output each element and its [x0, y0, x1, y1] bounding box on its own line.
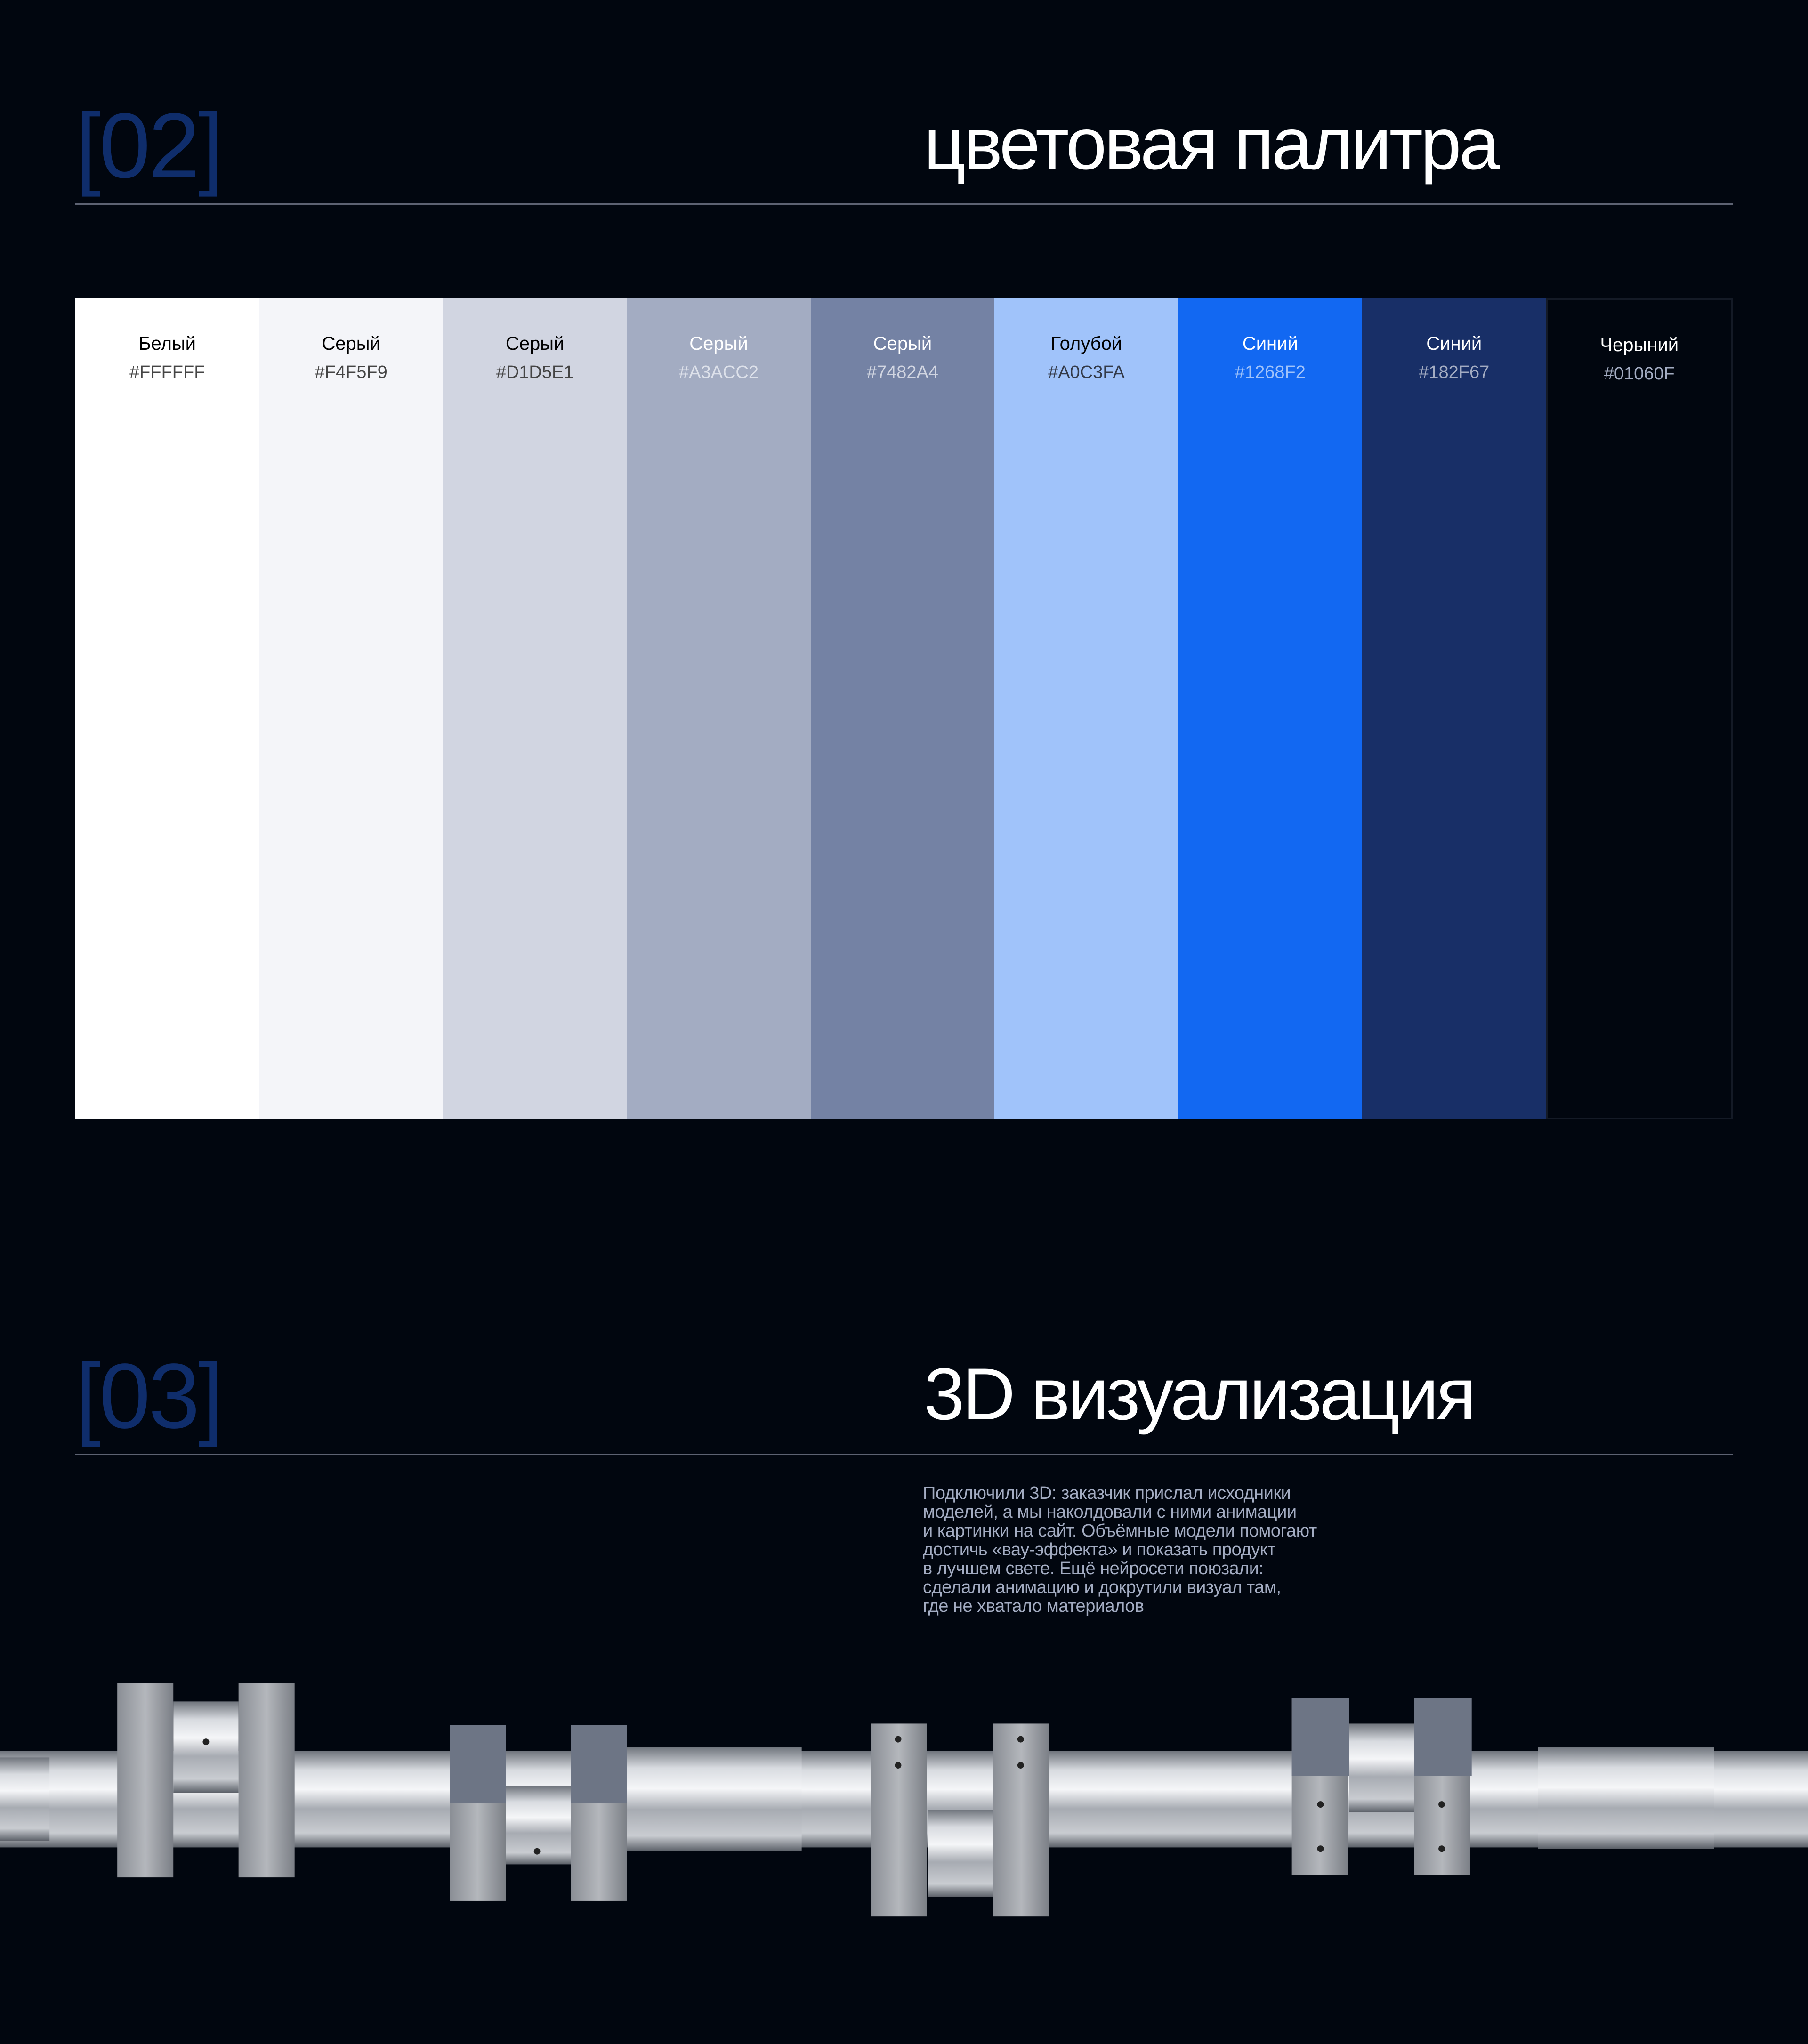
crankshaft-render [0, 1683, 1808, 1917]
crank-web [871, 1723, 927, 1917]
description-line: достичь «вау-эффекта» и показать продукт [923, 1540, 1276, 1560]
swatch-name: Черыний [1600, 335, 1679, 355]
color-swatch: Серый #7482A4 [810, 298, 995, 1119]
swatch-hex: #D1D5E1 [496, 362, 574, 382]
color-swatch: Черыний #01060F [1546, 298, 1733, 1119]
description-line: где не хватало материалов [923, 1596, 1144, 1616]
crank-web-face [1414, 1698, 1472, 1776]
swatch-hex: #FFFFFF [129, 362, 205, 382]
bolt-hole [1438, 1845, 1445, 1852]
swatch-name: Серый [689, 333, 748, 354]
swatch-hex: #1268F2 [1235, 362, 1306, 382]
swatch-hex: #01060F [1604, 364, 1675, 384]
shaft-journal [0, 1757, 50, 1841]
bolt-hole [1317, 1845, 1324, 1852]
crank-web-face [450, 1725, 506, 1803]
divider [75, 203, 1733, 205]
swatch-name: Серый [505, 333, 565, 354]
bolt-hole [533, 1848, 541, 1855]
bolt-hole [202, 1738, 210, 1746]
crank-pin [1349, 1723, 1414, 1812]
swatch-name: Белый [138, 333, 196, 354]
swatch-hex: #F4F5F9 [315, 362, 387, 382]
section-title: цветовая палитра [924, 103, 1500, 185]
swatch-hex: #7482A4 [866, 362, 939, 382]
bolt-hole [895, 1736, 902, 1743]
swatch-hex: #A3ACC2 [679, 362, 759, 382]
color-swatch: Белый #FFFFFF [75, 298, 259, 1119]
bolt-hole [1317, 1801, 1324, 1808]
swatch-hex: #182F67 [1419, 362, 1490, 382]
color-palette: Белый #FFFFFF Серый #F4F5F9 Серый #D1D5E1 Серы… [75, 298, 1733, 1119]
bolt-hole [895, 1762, 902, 1769]
swatch-name: Голубой [1050, 333, 1122, 354]
description-text: Подключили 3D: заказчик прислал исходник… [923, 1484, 1394, 1616]
description-line: сделали анимацию и докрутили визуал там, [923, 1577, 1281, 1597]
crank-web [238, 1683, 295, 1878]
color-swatch: Голубой #A0C3FA [994, 298, 1178, 1119]
crank-pin [928, 1810, 993, 1897]
crank-web [993, 1723, 1049, 1917]
description-line: моделей, а мы наколдовали с ними анимаци… [923, 1502, 1297, 1522]
section-title: 3D визуализация [924, 1353, 1476, 1435]
divider [75, 1454, 1733, 1455]
swatch-name: Синий [1426, 333, 1482, 354]
description-line: Подключили 3D: заказчик прислал исходник… [923, 1483, 1291, 1503]
crank-web-face [1291, 1698, 1349, 1776]
bolt-hole [1017, 1736, 1024, 1743]
description-line: и картинки на сайт. Объёмные модели помо… [923, 1521, 1317, 1541]
color-swatch: Серый #A3ACC2 [627, 298, 811, 1119]
color-swatch: Синий #1268F2 [1178, 298, 1363, 1119]
crank-web [117, 1683, 174, 1878]
swatch-name: Серый [873, 333, 932, 354]
color-swatch: Синий #182F67 [1362, 298, 1546, 1119]
description-line: в лучшем свете. Ещё нейросети поюзали: [923, 1559, 1264, 1578]
shaft-journal [625, 1747, 802, 1851]
bolt-hole [1438, 1801, 1445, 1808]
crank-web-face [571, 1725, 627, 1803]
color-swatch: Серый #F4F5F9 [259, 298, 443, 1119]
swatch-name: Синий [1242, 333, 1298, 354]
crank-pin [173, 1701, 239, 1793]
bolt-hole [1017, 1762, 1024, 1769]
section-number: [02] [75, 94, 224, 197]
color-swatch: Серый #D1D5E1 [443, 298, 627, 1119]
shaft-journal [1538, 1747, 1714, 1849]
swatch-name: Серый [322, 333, 380, 354]
section-number: [03] [75, 1344, 224, 1448]
swatch-hex: #A0C3FA [1048, 362, 1125, 382]
